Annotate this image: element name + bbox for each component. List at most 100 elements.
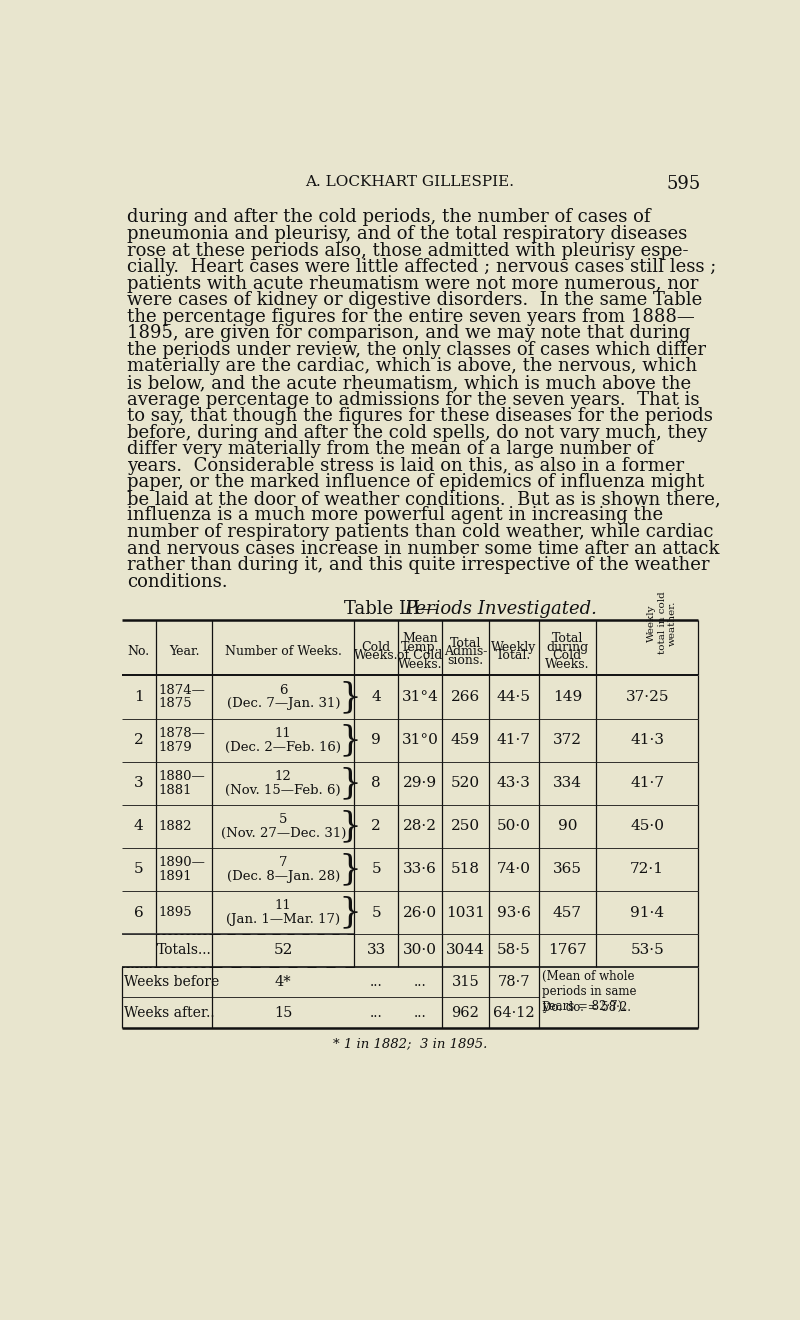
Text: 33: 33	[366, 944, 386, 957]
Text: before, during and after the cold spells, do not vary much, they: before, during and after the cold spells…	[127, 424, 707, 442]
Text: }: }	[339, 853, 362, 887]
Text: 5: 5	[371, 862, 381, 876]
Text: 7: 7	[279, 857, 287, 869]
Text: rather than during it, and this quite irrespective of the weather: rather than during it, and this quite ir…	[127, 556, 710, 574]
Text: 33·6: 33·6	[403, 862, 437, 876]
Text: Table III—: Table III—	[344, 601, 438, 618]
Text: were cases of kidney or digestive disorders.  In the same Table: were cases of kidney or digestive disord…	[127, 292, 702, 309]
Text: 41·3: 41·3	[630, 733, 664, 747]
Text: ...: ...	[414, 975, 426, 989]
Text: ...: ...	[414, 1006, 426, 1020]
Text: }: }	[339, 723, 362, 758]
Text: 9: 9	[371, 733, 381, 747]
Text: 266: 266	[450, 690, 480, 704]
Text: cially.  Heart cases were little affected ; nervous cases still less ;: cially. Heart cases were little affected…	[127, 259, 717, 276]
Text: paper, or the marked influence of epidemics of influenza might: paper, or the marked influence of epidem…	[127, 474, 704, 491]
Text: 78·7: 78·7	[498, 975, 530, 989]
Text: 3: 3	[134, 776, 143, 791]
Text: 44·5: 44·5	[497, 690, 531, 704]
Text: (Nov. 27—Dec. 31): (Nov. 27—Dec. 31)	[221, 826, 346, 840]
Text: differ very materially from the mean of a large number of: differ very materially from the mean of …	[127, 441, 654, 458]
Text: Total: Total	[552, 632, 583, 645]
Text: Weeks.: Weeks.	[545, 657, 590, 671]
Text: Weekly: Weekly	[491, 640, 537, 653]
Text: Mean: Mean	[402, 632, 438, 645]
Text: Do. do. = 58·2.: Do. do. = 58·2.	[542, 1001, 630, 1014]
Text: 4: 4	[371, 690, 381, 704]
Text: 43·3: 43·3	[497, 776, 530, 791]
Text: average percentage to admissions for the seven years.  That is: average percentage to admissions for the…	[127, 391, 700, 409]
Text: 31°0: 31°0	[402, 733, 438, 747]
Text: Total: Total	[450, 636, 481, 649]
Text: (Mean of whole
periods in same
years = 82·7).: (Mean of whole periods in same years = 8…	[542, 970, 636, 1014]
Text: Temp.: Temp.	[401, 640, 439, 653]
Text: 5: 5	[371, 906, 381, 920]
Text: Admis-: Admis-	[444, 645, 487, 659]
Text: 4: 4	[134, 820, 144, 833]
Text: 5: 5	[134, 862, 143, 876]
Text: 372: 372	[553, 733, 582, 747]
Text: 4*: 4*	[275, 975, 292, 989]
Text: 30·0: 30·0	[403, 944, 437, 957]
Text: to say, that though the figures for these diseases for the periods: to say, that though the figures for thes…	[127, 407, 713, 425]
Text: 50·0: 50·0	[497, 820, 531, 833]
Text: 58·5: 58·5	[497, 944, 530, 957]
Text: 52: 52	[274, 944, 293, 957]
Text: 74·0: 74·0	[497, 862, 531, 876]
Text: Cold: Cold	[362, 640, 391, 653]
Text: 41·7: 41·7	[630, 776, 664, 791]
Text: Weeks after..: Weeks after..	[124, 1006, 214, 1020]
Text: 53·5: 53·5	[630, 944, 664, 957]
Text: 1767: 1767	[548, 944, 586, 957]
Text: 8: 8	[371, 776, 381, 791]
Text: the percentage figures for the entire seven years from 1888—: the percentage figures for the entire se…	[127, 308, 695, 326]
Text: 1: 1	[134, 690, 144, 704]
Text: pneumonia and pleurisy, and of the total respiratory diseases: pneumonia and pleurisy, and of the total…	[127, 224, 687, 243]
Text: }: }	[339, 680, 362, 714]
Text: during: during	[546, 640, 589, 653]
Text: 91·4: 91·4	[630, 906, 664, 920]
Text: }: }	[339, 766, 362, 800]
Text: 93·6: 93·6	[497, 906, 531, 920]
Text: Number of Weeks.: Number of Weeks.	[225, 645, 342, 659]
Text: influenza is a much more powerful agent in increasing the: influenza is a much more powerful agent …	[127, 507, 663, 524]
Text: 45·0: 45·0	[630, 820, 664, 833]
Text: 12: 12	[275, 770, 292, 783]
Text: Year.: Year.	[169, 645, 199, 659]
Text: 11: 11	[275, 727, 292, 739]
Text: 315: 315	[451, 975, 479, 989]
Text: materially are the cardiac, which is above, the nervous, which: materially are the cardiac, which is abo…	[127, 358, 698, 375]
Text: 334: 334	[553, 776, 582, 791]
Text: ...: ...	[370, 1006, 382, 1020]
Text: }: }	[339, 895, 362, 929]
Text: 90: 90	[558, 820, 577, 833]
Text: (Dec. 8—Jan. 28): (Dec. 8—Jan. 28)	[226, 870, 340, 883]
Text: ...: ...	[370, 975, 382, 989]
Text: the periods under review, the only classes of cases which differ: the periods under review, the only class…	[127, 341, 706, 359]
Text: 1875: 1875	[159, 697, 193, 710]
Text: 518: 518	[451, 862, 480, 876]
Text: 64·12: 64·12	[493, 1006, 534, 1020]
Text: and nervous cases increase in number some time after an attack: and nervous cases increase in number som…	[127, 540, 720, 557]
Text: 1881: 1881	[159, 784, 193, 797]
Text: 365: 365	[553, 862, 582, 876]
Text: during and after the cold periods, the number of cases of: during and after the cold periods, the n…	[127, 209, 650, 227]
Text: years.  Considerable stress is laid on this, as also in a former: years. Considerable stress is laid on th…	[127, 457, 684, 475]
Text: 520: 520	[451, 776, 480, 791]
Text: Periods Investigated.: Periods Investigated.	[404, 601, 597, 618]
Text: 41·7: 41·7	[497, 733, 531, 747]
Text: 459: 459	[451, 733, 480, 747]
Text: Weeks.: Weeks.	[398, 657, 442, 671]
Text: be laid at the door of weather conditions.  But as is shown there,: be laid at the door of weather condition…	[127, 490, 721, 508]
Text: 1031: 1031	[446, 906, 485, 920]
Text: No.: No.	[128, 645, 150, 659]
Text: 26·0: 26·0	[403, 906, 437, 920]
Text: 5: 5	[279, 813, 287, 826]
Text: Weeks.: Weeks.	[354, 649, 398, 663]
Text: 1882: 1882	[159, 820, 193, 833]
Text: }: }	[339, 809, 362, 843]
Text: number of respiratory patients than cold weather, while cardiac: number of respiratory patients than cold…	[127, 523, 714, 541]
Text: Totals...: Totals...	[157, 944, 211, 957]
Text: is below, and the acute rheumatism, which is much above the: is below, and the acute rheumatism, whic…	[127, 374, 691, 392]
Text: 11: 11	[275, 899, 292, 912]
